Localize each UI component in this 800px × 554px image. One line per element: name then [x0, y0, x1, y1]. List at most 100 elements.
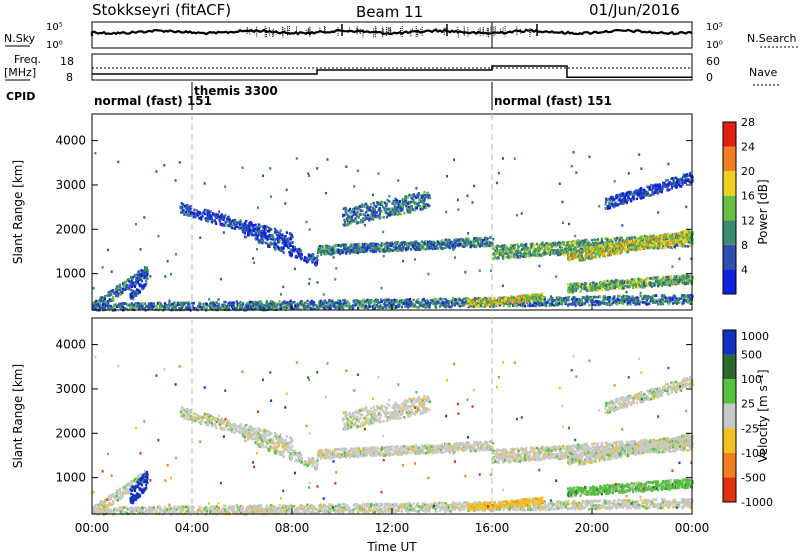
power-cell: [257, 228, 260, 231]
power-cell: [652, 298, 655, 301]
power-cell: [397, 203, 400, 207]
power-cell: [662, 237, 665, 240]
power-cell: [627, 301, 630, 305]
power-cell: [377, 243, 380, 246]
power-cell: [236, 225, 239, 229]
power-cell: [442, 247, 445, 250]
power-cell: [189, 207, 192, 211]
power-cell: [312, 256, 315, 259]
power-cell: [596, 301, 599, 305]
power-cell: [252, 224, 255, 227]
power-cell: [570, 302, 573, 306]
power-cell: [563, 247, 567, 251]
power-cell: [464, 244, 467, 247]
power-cell: [292, 245, 295, 249]
power-cell: [273, 242, 277, 245]
power-cell: [392, 301, 395, 305]
power-cell: [393, 205, 397, 208]
power-cell: [559, 243, 562, 247]
power-cell: [142, 276, 145, 280]
power-cell: [682, 294, 685, 297]
power-cell: [288, 243, 292, 247]
power-cell: [517, 303, 520, 307]
power-cell: [342, 207, 345, 211]
power-cell: [241, 224, 244, 228]
power-cell: [646, 237, 649, 241]
power-cell: [185, 205, 188, 209]
power-cell: [131, 295, 134, 299]
power-cell: [355, 214, 358, 217]
power-cell: [424, 194, 427, 197]
power-cell: [613, 295, 616, 298]
power-cell: [370, 299, 373, 303]
power-cell: [244, 228, 247, 231]
power-cell: [277, 247, 280, 251]
power-cell: [589, 257, 592, 260]
power-cell: [582, 256, 585, 260]
power-cell: [620, 244, 623, 247]
power-cell: [543, 245, 546, 248]
power-cell: [260, 307, 263, 310]
power-cell: [337, 244, 340, 247]
power-cell: [578, 297, 581, 301]
power-cell: [119, 287, 122, 290]
power-cell: [618, 248, 621, 252]
power-cell: [270, 307, 273, 311]
power-cell: [588, 254, 591, 257]
power-cell: [383, 249, 386, 252]
power-cell: [636, 248, 639, 251]
power-cell: [609, 302, 612, 305]
power-cell: [143, 306, 147, 310]
power-cell: [667, 235, 670, 239]
power-cell: [427, 300, 430, 303]
power-cell: [348, 207, 352, 211]
power-cell: [291, 241, 294, 244]
power-cell: [639, 247, 642, 250]
power-cell: [192, 301, 195, 305]
power-cell: [597, 248, 600, 252]
power-cell: [543, 249, 546, 252]
power-cell: [468, 239, 472, 243]
power-cell: [655, 294, 658, 297]
power-cell: [552, 252, 555, 255]
power-cell: [388, 210, 392, 213]
power-cell: [546, 242, 549, 245]
power-cell: [117, 292, 120, 295]
power-cell: [143, 265, 147, 269]
power-cell: [135, 281, 138, 284]
power-cell: [385, 241, 388, 245]
power-cell: [623, 240, 626, 244]
power-cell: [568, 258, 571, 262]
power-cell: [122, 287, 125, 291]
power-cell: [637, 296, 640, 300]
power-cell: [248, 302, 251, 306]
power-cell: [243, 221, 247, 225]
power-cell: [338, 304, 342, 308]
power-cell: [638, 240, 642, 244]
power-cell: [587, 253, 590, 257]
power-cell: [365, 248, 368, 251]
power-cell: [620, 246, 623, 250]
power-cell: [362, 217, 365, 220]
power-cell: [637, 239, 640, 243]
power-cell: [565, 245, 568, 248]
power-cell: [382, 302, 385, 306]
power-cell: [103, 301, 106, 304]
power-cell: [115, 294, 118, 298]
power-cell: [525, 247, 528, 250]
power-cell: [198, 211, 202, 214]
power-cell: [245, 304, 248, 307]
power-cell: [240, 226, 243, 230]
power-cell: [648, 234, 652, 238]
power-cell: [336, 301, 339, 305]
power-cell: [660, 236, 663, 240]
power-cell: [557, 297, 560, 300]
power-cell: [648, 246, 652, 250]
power-cell: [413, 302, 416, 306]
power-cell: [572, 300, 575, 303]
power-cell: [327, 301, 330, 305]
power-cell: [687, 240, 690, 244]
power-cell: [633, 301, 636, 305]
power-cell: [465, 237, 468, 241]
power-cell: [241, 228, 244, 231]
